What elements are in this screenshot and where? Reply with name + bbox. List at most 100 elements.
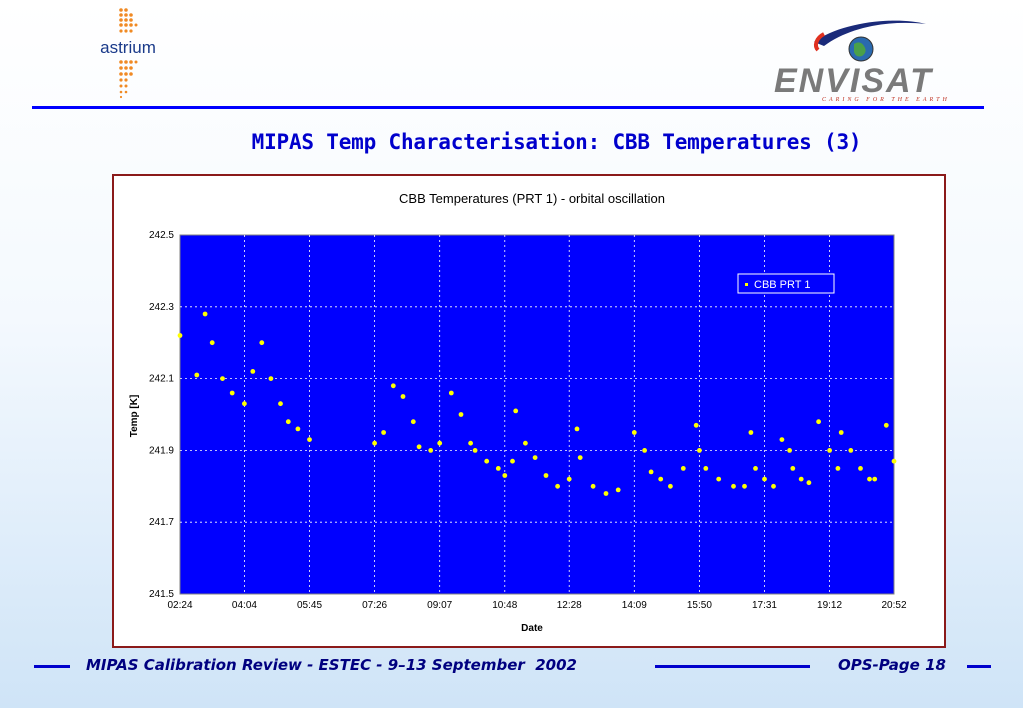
data-point (484, 458, 490, 464)
data-point (838, 430, 844, 435)
legend-box (737, 273, 835, 294)
y-tick-label: 241.7 (149, 517, 174, 528)
data-point (472, 448, 478, 453)
chart-title: CBB Temperatures (PRT 1) - orbital oscil… (399, 191, 665, 206)
header-divider (32, 106, 984, 109)
y-tick-labels: 241.5 241.7 241.9 242.1 242.3 242.5 (149, 230, 174, 600)
data-point (816, 419, 821, 425)
data-point (437, 440, 443, 446)
data-point (268, 376, 274, 381)
data-point (202, 311, 208, 317)
astrium-logo-graphic: astrium (100, 8, 156, 99)
data-point (731, 483, 736, 489)
x-tick-label: 15:50 (687, 600, 712, 611)
data-point (177, 333, 183, 338)
data-point (848, 448, 854, 453)
data-point (278, 401, 283, 407)
data-point (590, 483, 596, 489)
data-point (668, 483, 673, 489)
y-tick-label: 242.5 (149, 230, 174, 241)
x-tick-label: 07:26 (362, 600, 387, 611)
x-tick-label: 17:31 (752, 600, 777, 611)
data-point (448, 390, 454, 396)
data-point (458, 412, 464, 417)
data-point (242, 401, 247, 407)
data-point (790, 466, 796, 471)
footer-rule-left (34, 665, 70, 668)
legend: CBB PRT 1 (737, 273, 835, 294)
data-point (806, 480, 812, 486)
x-tick-label: 12:28 (557, 600, 582, 611)
envisat-logo: ENVISAT CARING FOR THE EARTH (766, 12, 986, 104)
data-point (372, 440, 377, 446)
data-point (468, 440, 473, 446)
data-point (680, 466, 686, 471)
x-tick-label: 19:12 (817, 600, 842, 611)
data-point (390, 383, 396, 389)
y-tick-label: 241.9 (149, 445, 174, 456)
data-point (697, 448, 702, 453)
data-point (642, 448, 647, 453)
x-tick-label: 14:09 (622, 600, 647, 611)
data-point (566, 476, 572, 482)
legend-marker-icon (745, 283, 748, 286)
data-point (658, 476, 664, 482)
x-tick-label: 05:45 (297, 600, 322, 611)
data-point (209, 340, 215, 346)
data-point (510, 458, 515, 464)
y-tick-label: 242.1 (149, 374, 174, 385)
data-point (787, 448, 792, 453)
data-point (532, 455, 538, 460)
data-point (495, 466, 501, 471)
data-point (827, 448, 832, 453)
data-point (381, 430, 386, 435)
data-point (891, 458, 897, 464)
data-point (229, 390, 235, 396)
x-tick-label: 10:48 (492, 600, 517, 611)
data-point (716, 476, 722, 482)
data-point (631, 430, 637, 435)
data-point (513, 408, 519, 414)
page-number: OPS-Page 18 (838, 656, 946, 674)
data-point (748, 430, 754, 435)
data-point (835, 466, 841, 471)
x-tick-label: 04:04 (232, 600, 257, 611)
data-point (798, 476, 804, 482)
data-point (543, 473, 549, 478)
data-point (295, 426, 301, 432)
data-point (762, 476, 767, 482)
slide-title: MIPAS Temp Characterisation: CBB Tempera… (251, 130, 862, 154)
data-point (883, 422, 889, 428)
data-point (577, 455, 583, 460)
chart-container: CBB Temperatures (PRT 1) - orbital oscil… (112, 174, 946, 648)
data-point (858, 466, 863, 471)
astrium-logo: astrium (90, 4, 170, 104)
data-point (307, 437, 312, 442)
data-point (410, 419, 416, 425)
data-point (867, 476, 872, 482)
data-point (259, 340, 265, 346)
data-point (872, 476, 878, 482)
data-point (555, 483, 560, 489)
x-tick-labels: 02:24 04:04 05:45 07:26 09:07 10:48 12:28 14:09… (167, 600, 906, 611)
grid-lines (180, 235, 894, 594)
x-tick-label: 20:52 (881, 600, 906, 611)
legend-label: CBB PRT 1 (754, 279, 810, 291)
data-point (220, 376, 225, 381)
data-point (648, 469, 654, 475)
data-point (416, 444, 422, 450)
footer-text: MIPAS Calibration Review - ESTEC - 9–13 … (86, 656, 577, 674)
data-point (194, 372, 200, 378)
footer-rule-middle (655, 665, 810, 668)
envisat-logo-text: ENVISAT (774, 62, 934, 100)
data-point (603, 491, 609, 496)
data-point (574, 426, 580, 432)
data-point (771, 483, 776, 489)
data-point (753, 466, 758, 471)
plot-area (179, 234, 895, 595)
data-point (693, 422, 699, 428)
data-point (703, 466, 709, 471)
x-tick-label: 02:24 (167, 600, 192, 611)
envisat-tagline: CARING FOR THE EARTH (822, 97, 950, 103)
data-point (615, 487, 621, 493)
